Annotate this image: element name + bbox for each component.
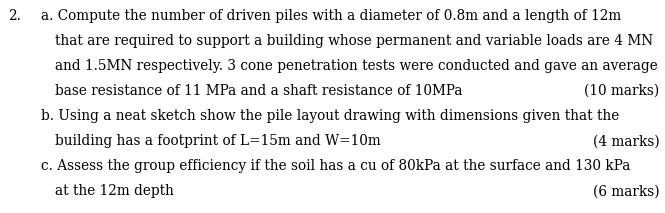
Text: 2.: 2. xyxy=(8,9,21,23)
Text: and 1.5MN respectively. 3 cone penetration tests were conducted and gave an aver: and 1.5MN respectively. 3 cone penetrati… xyxy=(55,59,657,73)
Text: that are required to support a building whose permanent and variable loads are 4: that are required to support a building … xyxy=(55,34,652,48)
Text: a. Compute the number of driven piles with a diameter of 0.8m and a length of 12: a. Compute the number of driven piles wi… xyxy=(41,9,622,23)
Text: at the 12m depth: at the 12m depth xyxy=(55,184,174,199)
Text: c. Assess the group efficiency if the soil has a cu of 80kPa at the surface and : c. Assess the group efficiency if the so… xyxy=(41,159,630,173)
Text: (4 marks): (4 marks) xyxy=(593,134,660,148)
Text: base resistance of 11 MPa and a shaft resistance of 10MPa: base resistance of 11 MPa and a shaft re… xyxy=(55,84,462,98)
Text: b. Using a neat sketch show the pile layout drawing with dimensions given that t: b. Using a neat sketch show the pile lay… xyxy=(41,109,620,123)
Text: building has a footprint of L=15m and W=10m: building has a footprint of L=15m and W=… xyxy=(55,134,380,148)
Text: (6 marks): (6 marks) xyxy=(593,184,660,199)
Text: (10 marks): (10 marks) xyxy=(585,84,660,98)
